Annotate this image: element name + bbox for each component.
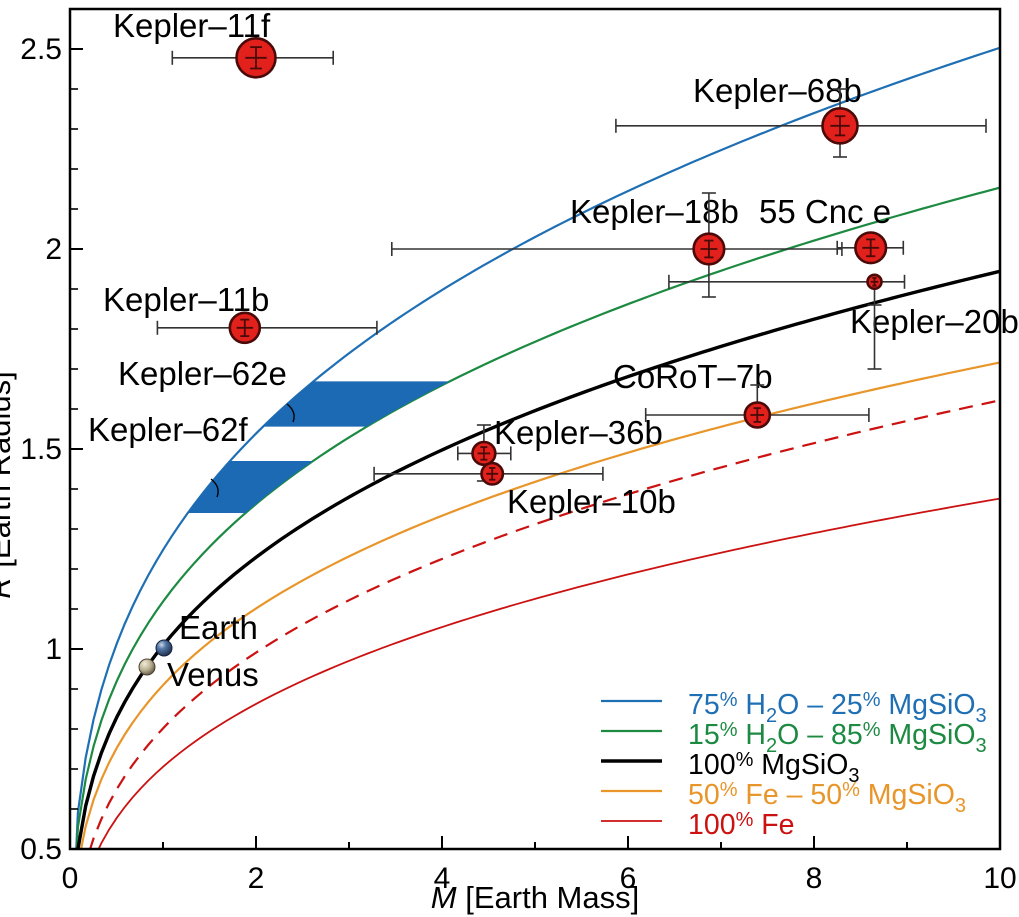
svg-text:0: 0 (62, 862, 79, 895)
svg-text:1: 1 (45, 633, 62, 666)
svg-text:100% Fe: 100% Fe (688, 809, 795, 841)
svg-text:2: 2 (45, 233, 62, 266)
svg-text:Kepler–10b: Kepler–10b (507, 483, 676, 520)
svg-text:Kepler–62f: Kepler–62f (88, 411, 248, 448)
svg-text:55 Cnc e: 55 Cnc e (759, 193, 891, 230)
svg-text:Kepler–68b: Kepler–68b (693, 72, 862, 109)
svg-text:Kepler–18b: Kepler–18b (570, 193, 739, 230)
svg-text:1.5: 1.5 (20, 433, 62, 466)
svg-text:Kepler–62e: Kepler–62e (118, 355, 287, 392)
svg-text:0.5: 0.5 (20, 833, 62, 866)
svg-text:8: 8 (806, 862, 823, 895)
svg-text:R [Earth Radius]: R [Earth Radius] (0, 371, 17, 598)
svg-text:10: 10 (983, 862, 1016, 895)
svg-text:CoRoT–7b: CoRoT–7b (613, 358, 773, 395)
svg-text:Kepler–36b: Kepler–36b (494, 414, 663, 451)
svg-text:2.5: 2.5 (20, 33, 62, 66)
svg-text:Kepler–11f: Kepler–11f (113, 7, 271, 44)
svg-text:M [Earth Mass]: M [Earth Mass] (431, 880, 639, 915)
svg-text:Earth: Earth (179, 609, 258, 646)
svg-text:Venus: Venus (167, 656, 259, 693)
svg-text:2: 2 (248, 862, 265, 895)
svg-text:Kepler–20b: Kepler–20b (850, 303, 1019, 340)
